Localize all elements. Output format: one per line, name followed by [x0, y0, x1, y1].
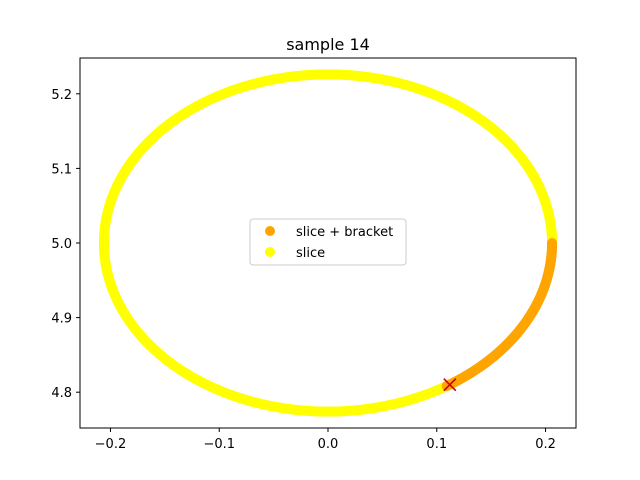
x-marker-group	[443, 378, 457, 392]
data-points	[98, 69, 558, 417]
y-tick-label: 5.0	[51, 237, 72, 252]
x-tick-label: −0.1	[203, 437, 235, 452]
chart-title: sample 14	[286, 35, 370, 54]
x-tick-label: 0.2	[535, 437, 556, 452]
legend-label-slice: slice	[296, 246, 325, 261]
point-slice-bracket	[547, 238, 558, 248]
y-tick-label: 5.2	[51, 88, 72, 103]
x-tick-label: −0.2	[95, 437, 127, 452]
legend-box	[249, 218, 407, 266]
x-tick-label: 0.0	[318, 437, 339, 452]
y-tick-label: 4.9	[51, 312, 72, 327]
legend: slice + bracket slice	[249, 218, 407, 266]
legend-label-slice-bracket: slice + bracket	[296, 225, 393, 240]
y-axis: 4.8 4.9 5.0 5.1 5.2	[51, 88, 80, 401]
x-tick-label: 0.1	[426, 437, 447, 452]
legend-marker-slice	[265, 247, 275, 257]
x-marker	[443, 378, 457, 392]
legend-marker-slice-bracket	[265, 226, 275, 236]
x-axis: −0.2 −0.1 0.0 0.1 0.2	[95, 428, 556, 452]
y-tick-label: 5.1	[51, 162, 72, 177]
y-tick-label: 4.8	[51, 386, 72, 401]
